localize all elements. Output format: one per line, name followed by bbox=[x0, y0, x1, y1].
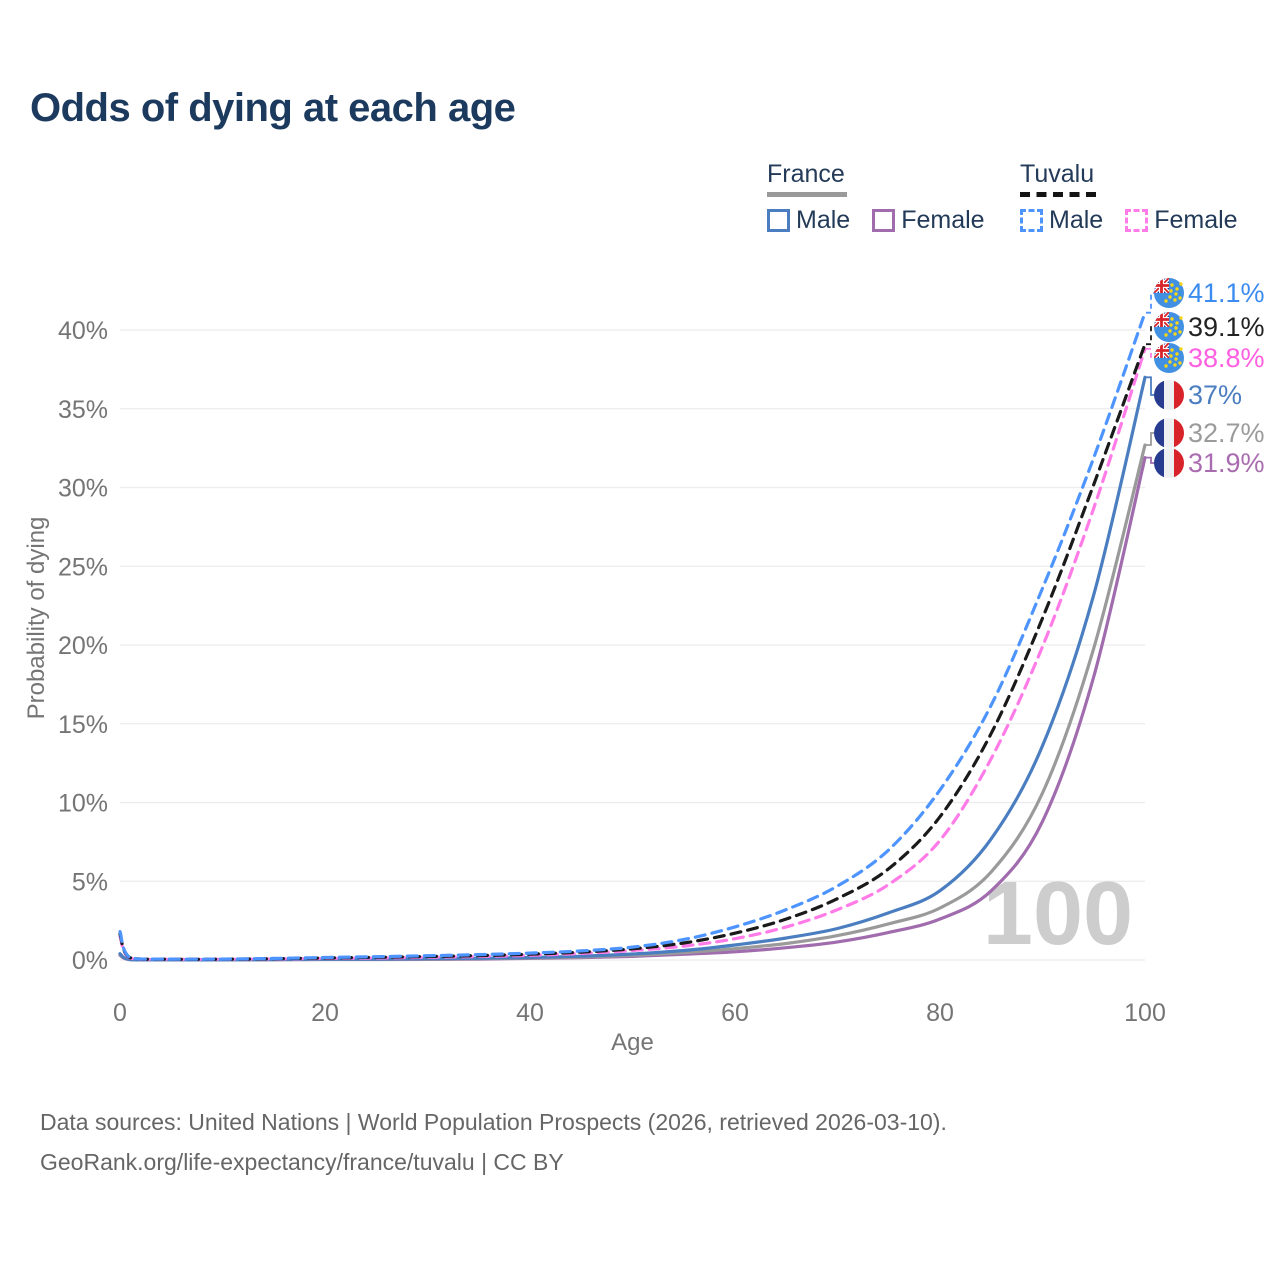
france-male-swatch-icon bbox=[767, 209, 790, 232]
legend-label-france-female: Female bbox=[901, 206, 985, 234]
page-title: Odds of dying at each age bbox=[30, 86, 516, 130]
x-tick-label: 20 bbox=[311, 999, 339, 1027]
x-tick-label: 60 bbox=[721, 999, 749, 1027]
legend-label-tuvalu-female: Female bbox=[1154, 206, 1238, 234]
y-tick-label: 25% bbox=[58, 553, 108, 581]
end-value-label-tuvalu-male: 41.1% bbox=[1188, 278, 1265, 308]
legend-country-france[interactable]: France bbox=[767, 160, 847, 197]
end-connector-tuvalu-male bbox=[1146, 292, 1155, 314]
tuvalu-male-swatch-icon bbox=[1020, 209, 1043, 232]
tuvalu-flag-icon bbox=[1154, 343, 1184, 373]
end-value-label-tuvalu-female: 38.8% bbox=[1188, 343, 1265, 373]
end-value-label-france-male: 37% bbox=[1188, 380, 1242, 410]
france-flag-icon bbox=[1154, 418, 1184, 448]
end-connector-tuvalu-female bbox=[1146, 348, 1155, 359]
y-tick-label: 30% bbox=[58, 475, 108, 503]
age-watermark: 100 bbox=[983, 864, 1133, 964]
y-tick-label: 10% bbox=[58, 790, 108, 818]
legend-items-france: Male Female bbox=[767, 206, 985, 235]
end-value-label-tuvalu-both: 39.1% bbox=[1188, 312, 1265, 342]
data-sources: Data sources: United Nations | World Pop… bbox=[40, 1102, 947, 1183]
x-tick-label: 100 bbox=[1124, 999, 1166, 1027]
legend-item-tuvalu-male[interactable]: Male bbox=[1020, 206, 1103, 235]
y-tick-label: 0% bbox=[72, 947, 108, 975]
legend-item-france-male[interactable]: Male bbox=[767, 206, 850, 235]
y-tick-label: 35% bbox=[58, 396, 108, 424]
end-connector-france-both bbox=[1146, 432, 1155, 446]
end-connector-france-male bbox=[1146, 376, 1155, 396]
legend-label-france-male: Male bbox=[796, 206, 851, 234]
x-tick-label: 40 bbox=[516, 999, 544, 1027]
end-value-label-france-female: 31.9% bbox=[1188, 448, 1265, 478]
end-value-label-france-both: 32.7% bbox=[1188, 418, 1265, 448]
y-tick-label: 20% bbox=[58, 632, 108, 660]
y-axis-title: Probability of dying bbox=[23, 517, 50, 720]
footer-line1: Data sources: United Nations | World Pop… bbox=[40, 1109, 947, 1135]
legend-items-tuvalu: Male Female bbox=[1020, 206, 1238, 235]
legend-label-tuvalu-male: Male bbox=[1049, 206, 1104, 234]
legend-country-tuvalu[interactable]: Tuvalu bbox=[1020, 160, 1097, 197]
legend-group-tuvalu: Tuvalu Male Female bbox=[1020, 160, 1238, 235]
footer-line2: GeoRank.org/life-expectancy/france/tuval… bbox=[40, 1149, 564, 1176]
tuvalu-flag-icon bbox=[1154, 278, 1184, 308]
end-connector-tuvalu-both bbox=[1146, 326, 1155, 346]
france-female-swatch-icon bbox=[872, 209, 896, 232]
x-axis-title: Age bbox=[611, 1029, 654, 1056]
y-tick-label: 5% bbox=[72, 868, 108, 896]
x-tick-label: 80 bbox=[926, 999, 954, 1027]
tuvalu-female-swatch-icon bbox=[1125, 209, 1149, 232]
france-flag-icon bbox=[1154, 380, 1184, 410]
y-tick-label: 40% bbox=[58, 317, 108, 345]
legend-group-france: France Male Female bbox=[767, 160, 985, 235]
y-tick-label: 15% bbox=[58, 711, 108, 739]
tuvalu-flag-icon bbox=[1154, 312, 1184, 342]
france-flag-icon bbox=[1154, 448, 1184, 478]
legend-item-tuvalu-female[interactable]: Female bbox=[1125, 206, 1238, 235]
series-line-tuvalu-male bbox=[118, 311, 1147, 961]
x-tick-label: 0 bbox=[113, 999, 127, 1027]
end-connector-france-female bbox=[1146, 456, 1155, 464]
legend-item-france-female[interactable]: Female bbox=[872, 206, 985, 235]
